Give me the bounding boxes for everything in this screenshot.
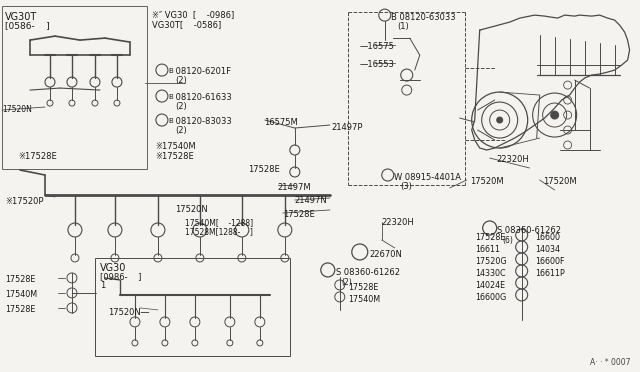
Text: ※17520P: ※17520P <box>5 197 44 206</box>
Text: W 08915-4401A: W 08915-4401A <box>394 173 461 182</box>
Text: 17528E: 17528E <box>475 233 505 242</box>
Text: ※17528E: ※17528E <box>18 152 57 161</box>
Text: ※″ VG30  [    -0986]: ※″ VG30 [ -0986] <box>152 10 234 19</box>
Text: S 08360-61262: S 08360-61262 <box>336 268 400 277</box>
Text: (2): (2) <box>175 76 187 85</box>
Text: —16575: —16575 <box>360 42 395 51</box>
Bar <box>95 258 290 356</box>
Text: (2): (2) <box>342 278 353 287</box>
Text: A· · * 0007: A· · * 0007 <box>589 358 630 367</box>
Text: —16553: —16553 <box>360 60 395 69</box>
Text: 08120-61633: 08120-61633 <box>173 93 232 102</box>
Text: 17528E: 17528E <box>248 165 280 174</box>
Text: 16600F: 16600F <box>534 257 564 266</box>
Text: 21497M: 21497M <box>278 183 312 192</box>
Text: 17520N: 17520N <box>175 205 207 214</box>
Text: 16611: 16611 <box>475 245 500 254</box>
Text: [0986-    ]: [0986- ] <box>100 272 141 281</box>
Text: (2): (2) <box>175 102 187 111</box>
Text: 17528E: 17528E <box>283 210 315 219</box>
Text: 08120-83033: 08120-83033 <box>173 117 232 126</box>
Text: 17540M[    -1288]: 17540M[ -1288] <box>185 218 253 227</box>
Text: B: B <box>168 94 173 100</box>
Text: (1): (1) <box>397 22 408 31</box>
Circle shape <box>497 117 502 123</box>
Text: (2): (2) <box>175 126 187 135</box>
Text: 1: 1 <box>100 281 105 290</box>
Text: 17520N: 17520N <box>2 105 32 114</box>
Text: 14034: 14034 <box>534 245 559 254</box>
Text: 22670N: 22670N <box>370 250 403 259</box>
Text: 17528E: 17528E <box>5 305 35 314</box>
Text: VG30: VG30 <box>100 263 126 273</box>
Text: 21497P: 21497P <box>332 123 364 132</box>
Text: VG30T: VG30T <box>5 12 37 22</box>
Text: 14024E: 14024E <box>475 281 505 290</box>
Text: 14330C: 14330C <box>475 269 506 278</box>
Circle shape <box>550 111 559 119</box>
Text: ※17528E: ※17528E <box>155 152 194 161</box>
Text: 17520G: 17520G <box>475 257 506 266</box>
Text: (6): (6) <box>502 236 513 245</box>
Text: 16600: 16600 <box>534 233 559 242</box>
Text: B 08120-63033: B 08120-63033 <box>391 13 456 22</box>
Text: [0586-    ]: [0586- ] <box>5 21 50 30</box>
Text: 22320H: 22320H <box>382 218 415 227</box>
Text: 16600G: 16600G <box>475 293 506 302</box>
Text: 16575M: 16575M <box>264 118 298 127</box>
Text: 17528E: 17528E <box>5 275 35 284</box>
Text: B: B <box>168 68 173 74</box>
Text: 22320H: 22320H <box>497 155 529 164</box>
Text: ※17540M: ※17540M <box>155 142 196 151</box>
Text: (3): (3) <box>400 182 412 191</box>
Text: 17528E: 17528E <box>348 283 378 292</box>
Text: 17520M: 17520M <box>470 177 503 186</box>
Text: 17540M: 17540M <box>5 290 37 299</box>
Bar <box>2 6 147 169</box>
Text: 16611P: 16611P <box>534 269 564 278</box>
Text: B: B <box>168 118 173 124</box>
Text: 17520M: 17520M <box>543 177 576 186</box>
Text: 17520N―: 17520N― <box>108 308 149 317</box>
Text: VG30T[    -0586]: VG30T[ -0586] <box>152 20 221 29</box>
Text: 17528M[1288-    ]: 17528M[1288- ] <box>185 227 253 236</box>
Text: 21497N: 21497N <box>295 196 328 205</box>
Text: S 08360-61262: S 08360-61262 <box>497 226 561 235</box>
Text: 08120-6201F: 08120-6201F <box>173 67 231 76</box>
Text: 17540M: 17540M <box>348 295 380 304</box>
